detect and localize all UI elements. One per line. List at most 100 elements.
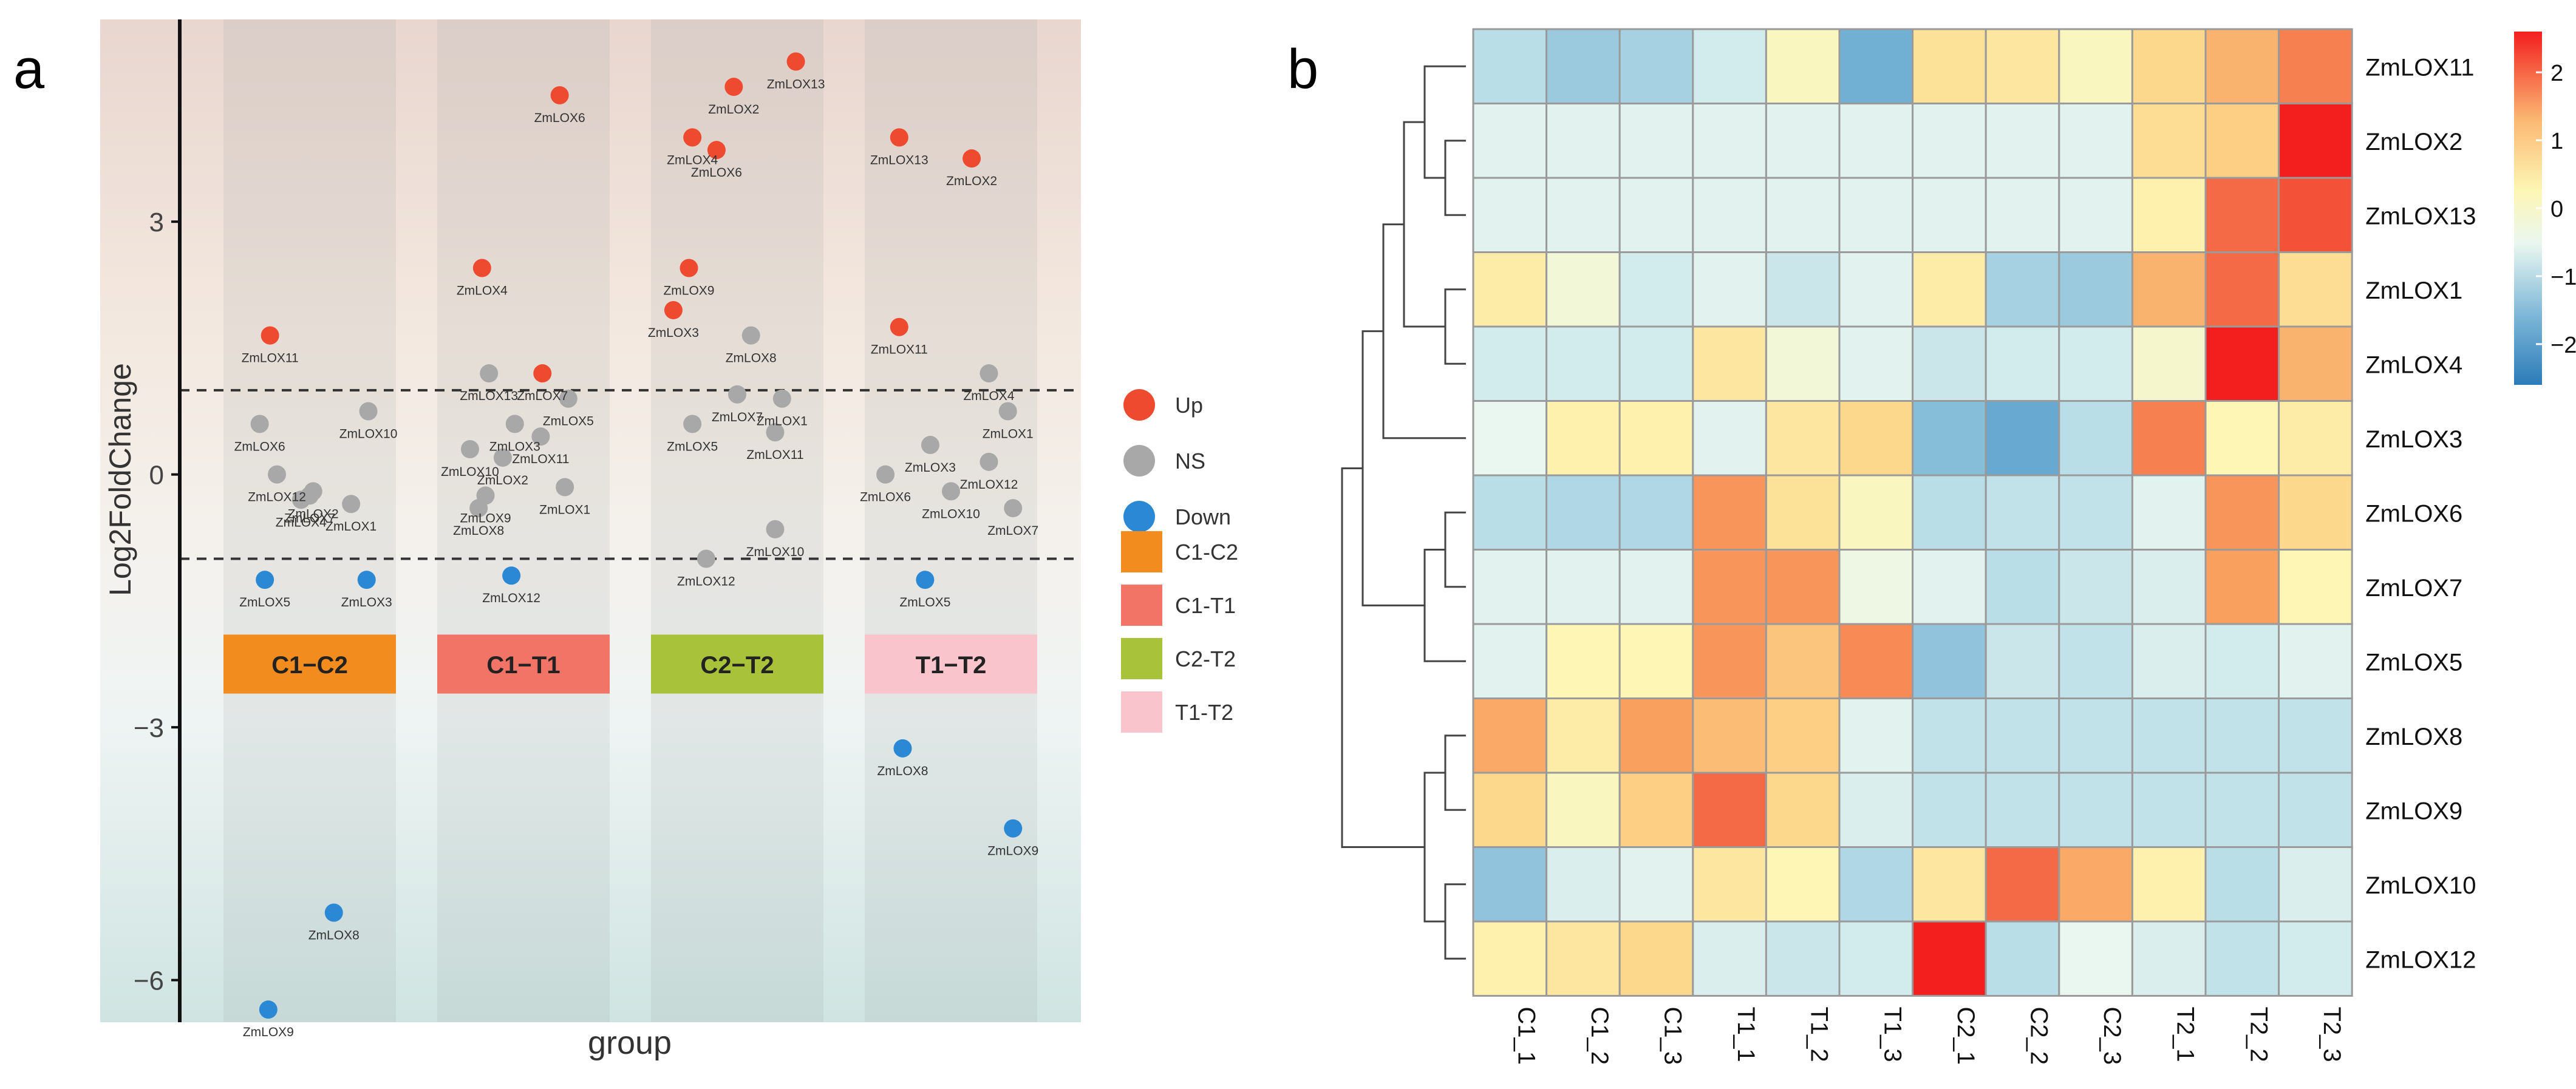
group-box-label-1: C1−C2	[271, 652, 348, 679]
dendrogram-branch-10	[1444, 883, 1466, 960]
cell-zmlox11-t2_1	[2131, 28, 2207, 104]
legend-group-label-1: C1-C2	[1175, 540, 1238, 565]
group-box-label-3: C2−T2	[700, 652, 774, 679]
legend-down-label: Down	[1175, 504, 1231, 529]
cell-zmlox12-c1_3	[1618, 920, 1694, 997]
cell-zmlox12-c1_1	[1472, 920, 1548, 997]
y-tick-label-4: −6	[134, 966, 164, 996]
cell-zmlox9-t1_1	[1692, 772, 1767, 848]
dendrogram-branch-9	[1444, 734, 1466, 811]
cell-zmlox9-c2_2	[1985, 772, 2060, 848]
cell-zmlox7-t1_1	[1692, 549, 1767, 625]
cell-zmlox4-t2_2	[2204, 325, 2280, 402]
cell-zmlox3-t1_1	[1692, 400, 1767, 477]
point-zmlox1-3	[772, 389, 791, 408]
dendrogram-branch-12	[1341, 467, 1425, 848]
cell-zmlox4-c2_2	[1985, 325, 2060, 402]
point-zmlox3-4	[921, 436, 939, 455]
cell-zmlox5-c2_1	[1912, 623, 1987, 699]
cell-zmlox1-c1_1	[1472, 251, 1548, 328]
cell-zmlox9-t1_3	[1838, 772, 1914, 848]
point-label: ZmLOX8	[877, 764, 928, 778]
cell-zmlox1-c2_1	[1912, 251, 1987, 328]
cell-zmlox1-c1_2	[1545, 251, 1621, 328]
point-label: ZmLOX4	[276, 515, 327, 529]
cell-zmlox1-t1_3	[1838, 251, 1914, 328]
point-zmlox12-4	[980, 452, 998, 471]
point-label: ZmLOX2	[477, 473, 528, 487]
legend-ns-label: NS	[1175, 449, 1205, 473]
point-label: ZmLOX11	[871, 343, 928, 357]
point-zmlox5-1	[256, 571, 274, 589]
cell-zmlox13-t1_2	[1765, 177, 1841, 253]
cell-zmlox9-t2_1	[2131, 772, 2207, 848]
point-zmlox11-1	[261, 326, 279, 345]
point-zmlox5-2	[559, 389, 578, 408]
cell-zmlox8-c1_3	[1618, 697, 1694, 774]
row-label-zmlox7: ZmLOX7	[2365, 575, 2462, 602]
cell-zmlox10-t1_2	[1765, 846, 1841, 923]
cell-zmlox3-t2_1	[2131, 400, 2207, 477]
cell-zmlox6-c1_1	[1472, 474, 1548, 551]
point-zmlox3-2	[505, 415, 524, 433]
legend-down-marker	[1123, 501, 1155, 532]
cell-zmlox9-c1_1	[1472, 772, 1548, 848]
point-label: ZmLOX12	[248, 490, 306, 504]
point-zmlox2-3	[724, 78, 743, 97]
point-label: ZmLOX2	[946, 174, 997, 188]
cell-zmlox3-c1_1	[1472, 400, 1548, 477]
col-label-t1_3: T1_3	[1879, 1007, 1906, 1062]
point-zmlox10-3	[766, 520, 785, 538]
point-zmlox1-4	[998, 402, 1017, 421]
cell-zmlox13-t1_3	[1838, 177, 1914, 253]
legend-up-label: Up	[1175, 393, 1203, 418]
point-label: ZmLOX5	[899, 595, 950, 609]
cell-zmlox5-t2_2	[2204, 623, 2280, 699]
cell-zmlox4-c1_3	[1618, 325, 1694, 402]
point-label: ZmLOX4	[457, 284, 508, 298]
point-zmlox8-2	[469, 499, 488, 518]
point-label: ZmLOX9	[663, 284, 714, 298]
row-label-zmlox12: ZmLOX12	[2365, 946, 2476, 973]
cell-zmlox2-t2_3	[2278, 103, 2353, 179]
colorbar-tick-label-3: 0	[2550, 197, 2563, 222]
group-box-label-4: T1−T2	[916, 652, 987, 679]
cell-zmlox11-c2_1	[1912, 28, 1987, 104]
col-label-c2_1: C2_1	[1952, 1007, 1979, 1065]
cell-zmlox7-c2_2	[1985, 549, 2060, 625]
point-zmlox11-3	[766, 423, 785, 442]
cell-zmlox9-c1_2	[1545, 772, 1621, 848]
cell-zmlox12-t2_3	[2278, 920, 2353, 997]
point-label: ZmLOX1	[539, 503, 590, 517]
cell-zmlox2-c2_2	[1985, 103, 2060, 179]
cell-zmlox2-c2_3	[2058, 103, 2133, 179]
cell-zmlox6-c2_1	[1912, 474, 1987, 551]
cell-zmlox1-c2_2	[1985, 251, 2060, 328]
point-zmlox8-4	[893, 739, 912, 758]
cell-zmlox10-c1_3	[1618, 846, 1694, 923]
cell-zmlox10-t1_1	[1692, 846, 1767, 923]
point-zmlox5-3	[683, 415, 702, 433]
colorbar-tick-label-4: −1	[2550, 265, 2576, 290]
point-label: ZmLOX11	[242, 351, 299, 365]
group-box-1	[223, 634, 396, 694]
point-zmlox6-4	[876, 465, 895, 484]
row-label-zmlox2: ZmLOX2	[2365, 129, 2462, 155]
cell-zmlox9-c1_3	[1618, 772, 1694, 848]
point-label: ZmLOX11	[746, 448, 803, 462]
legend-up-marker	[1123, 389, 1155, 421]
cell-zmlox6-c1_3	[1618, 474, 1694, 551]
col-label-t2_1: T2_1	[2172, 1007, 2199, 1062]
dendrogram-branch-11	[1423, 772, 1445, 923]
point-label: ZmLOX3	[905, 461, 956, 475]
cell-zmlox7-c2_3	[2058, 549, 2133, 625]
cell-zmlox13-t2_1	[2131, 177, 2207, 253]
point-zmlox4-2	[472, 259, 491, 277]
cell-zmlox10-c1_2	[1545, 846, 1621, 923]
cell-zmlox8-t1_1	[1692, 697, 1767, 774]
cell-zmlox4-t1_2	[1765, 325, 1841, 402]
point-zmlox10-4	[942, 482, 960, 501]
row-label-zmlox10: ZmLOX10	[2365, 872, 2476, 899]
cell-zmlox5-t1_1	[1692, 623, 1767, 699]
